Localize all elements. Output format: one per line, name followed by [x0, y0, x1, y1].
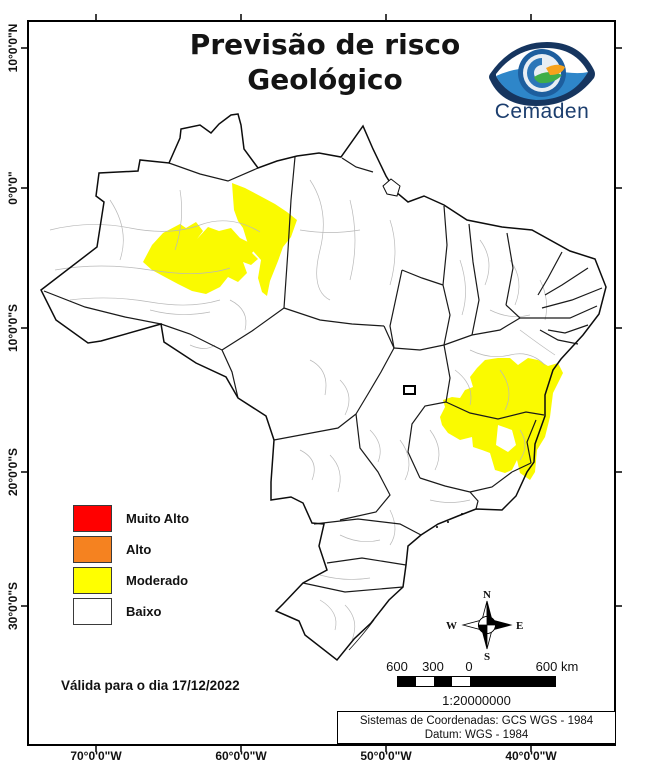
y-axis-label-30s: 30°0'0"S [6, 581, 20, 631]
scale-bar [397, 676, 556, 687]
page-title-line1: Previsão de risco [189, 28, 461, 61]
cemaden-logo [489, 42, 595, 106]
coordinate-system-box: Sistemas de Coordenadas: GCS WGS - 1984 … [337, 711, 616, 744]
scale-label-300: 300 [422, 659, 444, 674]
legend-item-moderado: Moderado [73, 567, 188, 594]
y-axis-label-10n: 10°0'0"N [6, 23, 20, 73]
coordinate-system-line1: Sistemas de Coordenadas: GCS WGS - 1984 [359, 715, 594, 727]
legend-swatch-baixo [73, 598, 112, 625]
page-title-line2: Geológico [247, 63, 403, 96]
coastal-islands [436, 513, 463, 528]
brazil-outline [40, 113, 607, 662]
compass-w: W [446, 620, 457, 632]
compass-rose: N S W E [446, 589, 523, 663]
scale-label-600km: 600 km [535, 659, 579, 674]
y-axis-label-10s: 10°0'0"S [6, 303, 20, 353]
scale-label-600-left: 600 [386, 659, 408, 674]
x-axis-label-70w: 70°0'0"W [70, 749, 122, 763]
legend-item-alto: Alto [73, 536, 151, 563]
risk-region-para-north [232, 183, 297, 296]
y-axis-label-0: 0°0'0" [6, 171, 20, 205]
risk-region-amazonas [143, 222, 258, 294]
risk-region-minas-espirito-santo [440, 358, 563, 480]
scale-ratio: 1:20000000 [442, 693, 511, 708]
compass-n: N [483, 589, 491, 601]
cemaden-eye-icon [489, 42, 595, 106]
legend-swatch-muito-alto [73, 505, 112, 532]
y-axis-label-20s: 20°0'0"S [6, 447, 20, 497]
validity-note: Válida para o dia 17/12/2022 [61, 678, 240, 693]
municipality-borders [49, 179, 556, 641]
marajo-island [382, 178, 401, 197]
legend-swatch-moderado [73, 567, 112, 594]
coordinate-system-line2: Datum: WGS - 1984 [424, 729, 529, 741]
legend-item-muito-alto: Muito Alto [73, 505, 189, 532]
distrito-federal [403, 385, 416, 395]
legend-label: Moderado [126, 573, 189, 588]
state-borders [43, 156, 603, 651]
x-axis-label-60w: 60°0'0"W [215, 749, 267, 763]
map-frame [27, 20, 616, 746]
legend-item-baixo: Baixo [73, 598, 161, 625]
risk-region-hole [496, 425, 516, 452]
legend-swatch-alto [73, 536, 112, 563]
legend-label: Alto [126, 542, 152, 557]
cemaden-logo-text: Cemaden [494, 100, 590, 123]
compass-s: S [484, 651, 490, 663]
graticule-ticks [21, 14, 622, 752]
legend-label: Muito Alto [126, 511, 190, 526]
risk-regions-moderado [143, 183, 563, 480]
scale-label-0: 0 [465, 659, 473, 674]
compass-e: E [516, 620, 523, 632]
legend-label: Baixo [126, 604, 162, 619]
x-axis-label-40w: 40°0'0"W [505, 749, 557, 763]
x-axis-label-50w: 50°0'0"W [360, 749, 412, 763]
